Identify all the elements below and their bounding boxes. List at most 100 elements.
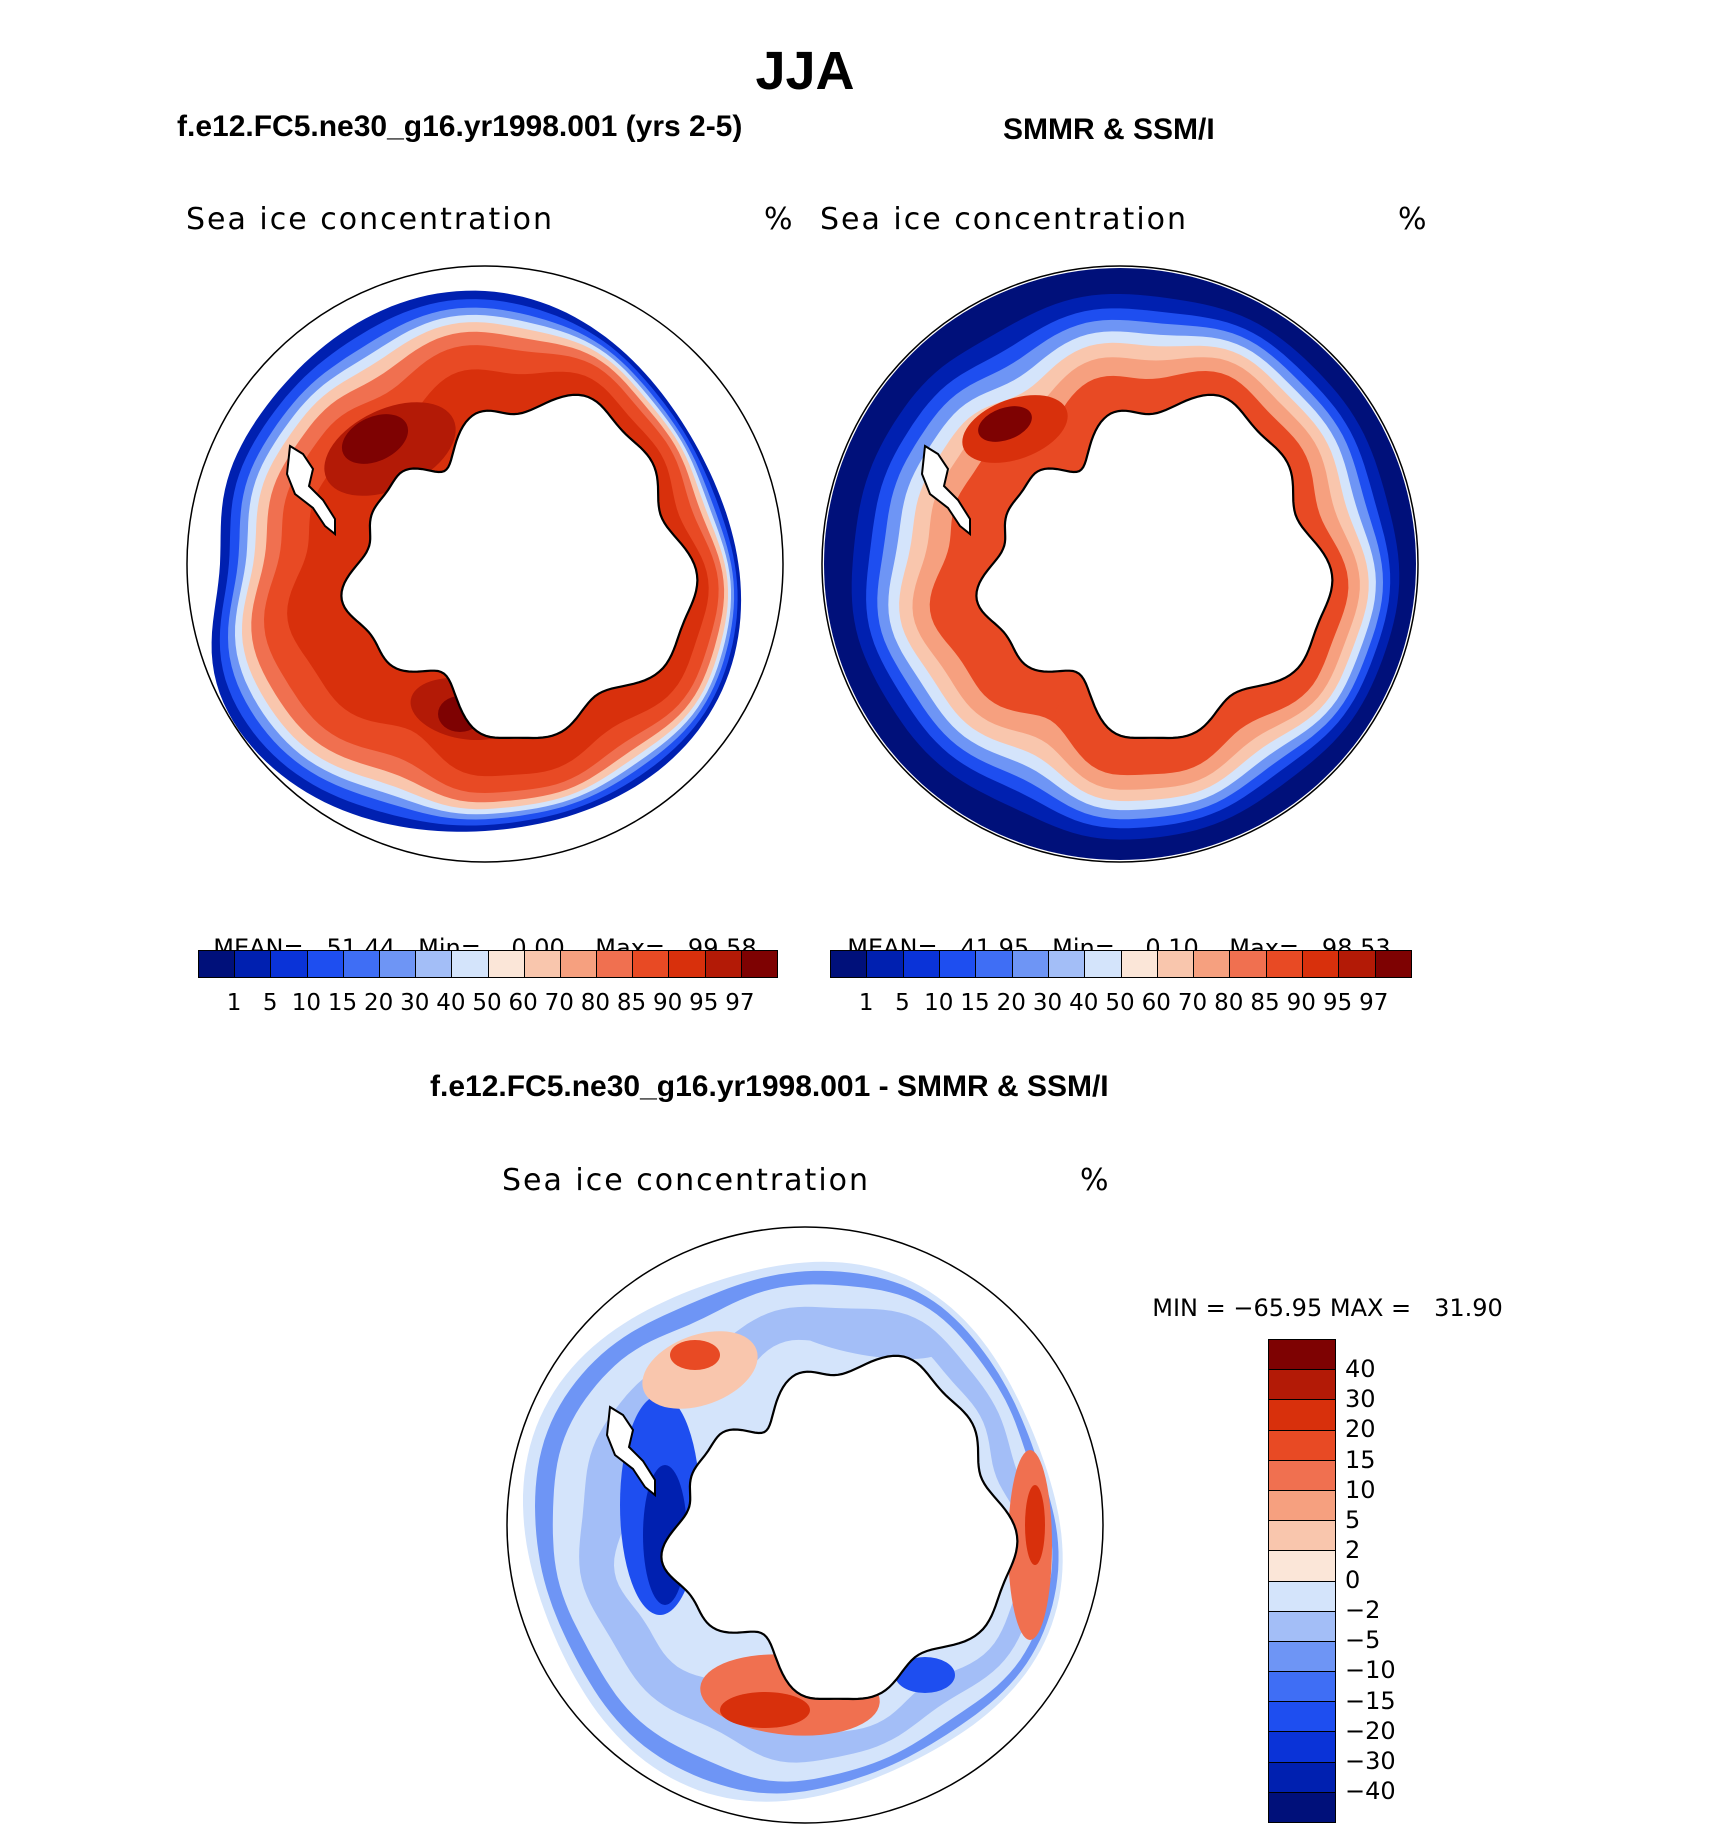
lbar1-swatch-13 — [669, 951, 706, 977]
map3-ice-patch-5 — [720, 1692, 810, 1728]
lticks2-label-5: 30 — [1032, 990, 1063, 1016]
map2-antarctica-coastline — [975, 393, 1334, 740]
vticks3-label-9: −5 — [1345, 1626, 1381, 1655]
map1-antarctic-peninsula — [285, 444, 336, 537]
lticks1-label-13: 95 — [689, 990, 719, 1016]
lbar1-swatch-7 — [452, 951, 489, 977]
lbar1-swatch-8 — [488, 951, 525, 977]
lbar1-swatch-14 — [705, 951, 742, 977]
panel1-variable-label: Sea ice concentration — [186, 202, 555, 237]
panel1-colorbar-labels: 1 5 10 15 20 30 40 50 60 70 80 85 90 95 97 — [198, 990, 776, 1020]
lticks1-label-7: 50 — [472, 990, 502, 1016]
lbar1-swatch-11 — [597, 951, 634, 977]
lticks2-label-8: 60 — [1141, 990, 1171, 1016]
lbar2-swatch-7 — [1085, 951, 1122, 977]
lticks2-label-7: 50 — [1105, 990, 1135, 1016]
map1-map-boundary — [186, 265, 784, 863]
diff-min-value: −65.95 — [1233, 1294, 1323, 1322]
map3-ice-patch-8 — [786, 1310, 944, 1360]
vticks3-label-3: 15 — [1345, 1445, 1376, 1474]
vbar3-swatch-6 — [1269, 1521, 1335, 1552]
lbar2-swatch-11 — [1230, 951, 1267, 977]
vbar3-swatch-13 — [1269, 1732, 1335, 1763]
vbar3-swatch-12 — [1269, 1702, 1335, 1733]
lticks2-label-13: 95 — [1322, 990, 1353, 1016]
lbar2-swatch-15 — [1375, 951, 1411, 977]
lbar1-swatch-1 — [235, 951, 272, 977]
lbar2-swatch-0 — [831, 951, 868, 977]
diff-colorbar — [1268, 1339, 1336, 1823]
lbar1-swatch-6 — [416, 951, 453, 977]
lticks1-label-10: 80 — [580, 990, 611, 1016]
diff-title: f.e12.FC5.ne30_g16.yr1998.001 - SMMR & S… — [430, 1070, 1109, 1103]
lbar2-swatch-12 — [1266, 951, 1304, 977]
lbar2-swatch-4 — [976, 951, 1013, 977]
vbar3-swatch-14 — [1269, 1762, 1335, 1793]
lticks2-label-4: 20 — [996, 990, 1026, 1016]
map3-ice-patch-7 — [1025, 1485, 1045, 1565]
diff-colorbar-labels: 40 30 20 15 10 5 2 0 −2 −5 −10 −15 −20 −30 −40 — [1345, 1339, 1425, 1821]
lticks2-label-3: 15 — [960, 990, 990, 1016]
lticks1-label-11: 85 — [616, 990, 647, 1016]
diff-units-label: % — [1080, 1163, 1111, 1198]
map3-ice-patch-3 — [670, 1340, 720, 1370]
lbar1-swatch-0 — [199, 951, 236, 977]
diff-variable-label: Sea ice concentration — [502, 1163, 871, 1198]
vticks3-label-14: −40 — [1345, 1776, 1396, 1805]
map3-ice-patch-9 — [895, 1657, 955, 1693]
vbar3-swatch-2 — [1269, 1400, 1335, 1431]
vticks3-label-10: −10 — [1345, 1656, 1396, 1685]
vbar3-swatch-5 — [1269, 1490, 1335, 1522]
lticks1-label-8: 60 — [508, 990, 538, 1016]
panel1-units-label: % — [764, 202, 795, 237]
lticks2-label-11: 85 — [1250, 990, 1280, 1016]
vbar3-swatch-1 — [1269, 1370, 1335, 1401]
lbar1-swatch-5 — [379, 951, 417, 977]
lticks1-label-5: 30 — [400, 990, 430, 1016]
lticks2-label-2: 10 — [924, 990, 954, 1016]
vticks3-label-0: 40 — [1345, 1355, 1376, 1384]
panel2-polar-map — [821, 265, 1419, 863]
panel2-variable-label: Sea ice concentration — [820, 202, 1189, 237]
vticks3-label-7: 0 — [1345, 1566, 1361, 1594]
map3-map-boundary — [506, 1226, 1104, 1824]
lbar2-swatch-9 — [1157, 951, 1195, 977]
map1-ice-patch-1 — [341, 414, 409, 464]
lticks2-label-10: 80 — [1214, 990, 1244, 1016]
lticks1-label-0: 1 — [226, 990, 242, 1016]
lbar1-swatch-4 — [343, 951, 380, 977]
lbar2-swatch-2 — [903, 951, 940, 977]
vticks3-label-11: −15 — [1345, 1686, 1396, 1715]
vbar3-swatch-7 — [1269, 1551, 1335, 1582]
vbar3-swatch-15 — [1269, 1792, 1335, 1822]
panel1-polar-map — [186, 265, 784, 863]
diff-max-label: MAX = — [1329, 1294, 1412, 1322]
lbar1-swatch-2 — [271, 951, 308, 977]
map3-antarctic-peninsula — [605, 1405, 656, 1498]
vbar3-swatch-10 — [1269, 1641, 1335, 1673]
vbar3-swatch-8 — [1269, 1581, 1335, 1612]
lbar1-swatch-12 — [633, 951, 670, 977]
lbar2-swatch-14 — [1339, 951, 1376, 977]
lticks1-label-3: 15 — [327, 990, 358, 1016]
panel1-title: f.e12.FC5.ne30_g16.yr1998.001 (yrs 2-5) — [177, 110, 743, 143]
lticks2-label-14: 97 — [1359, 990, 1389, 1016]
vticks3-label-12: −20 — [1345, 1716, 1396, 1745]
vbar3-swatch-4 — [1269, 1460, 1335, 1491]
vticks3-label-1: 30 — [1345, 1385, 1376, 1414]
map2-ice-patch-1 — [978, 406, 1032, 442]
panel2-colorbar — [830, 950, 1412, 978]
panel2-title: SMMR & SSM/I — [1003, 113, 1215, 146]
lticks2-label-1: 5 — [895, 990, 910, 1016]
lbar2-swatch-1 — [867, 951, 904, 977]
lticks1-label-6: 40 — [436, 990, 466, 1016]
lticks2-label-9: 70 — [1177, 990, 1208, 1016]
diff-polar-map — [506, 1226, 1104, 1824]
lbar1-swatch-10 — [560, 951, 598, 977]
vbar3-swatch-9 — [1269, 1611, 1335, 1642]
vticks3-label-8: −2 — [1345, 1596, 1381, 1625]
panel1-colorbar — [198, 950, 778, 978]
figure-title: JJA — [755, 41, 855, 101]
vticks3-label-4: 10 — [1345, 1475, 1376, 1504]
lticks2-label-0: 1 — [858, 990, 874, 1016]
